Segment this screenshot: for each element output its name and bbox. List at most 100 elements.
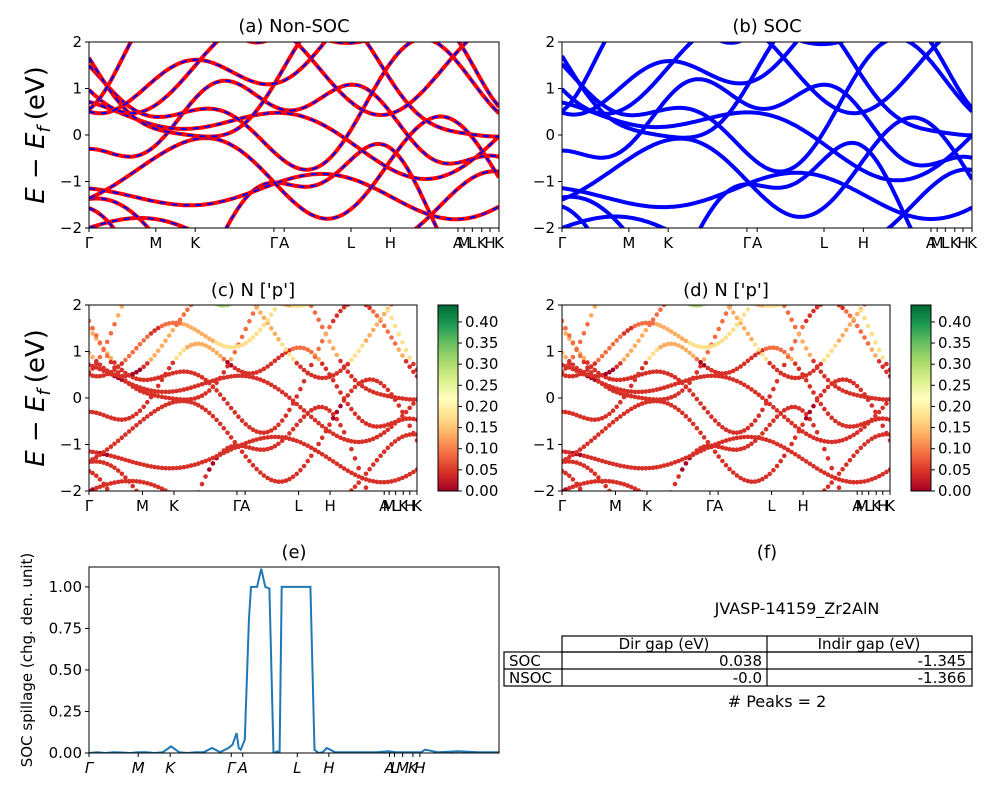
projection-point (188, 385, 194, 391)
projection-point (599, 381, 605, 387)
projection-point (884, 416, 889, 422)
projection-point (283, 392, 289, 398)
projection-point (115, 479, 121, 485)
projection-point (585, 322, 590, 327)
projection-point (166, 333, 172, 338)
projection-point (720, 338, 725, 343)
projection-point (130, 459, 135, 465)
projection-point (396, 436, 402, 442)
projection-point (309, 453, 314, 459)
projection-point (625, 388, 630, 394)
projection-point (585, 454, 590, 460)
projection-point (155, 389, 161, 394)
projection-point (268, 361, 274, 367)
projection-point (577, 339, 583, 345)
projection-point (152, 483, 157, 488)
projection-point (352, 384, 358, 390)
projection-point (247, 424, 252, 430)
projection-point (170, 327, 176, 333)
projection-point (203, 407, 208, 413)
projection-point (141, 386, 146, 392)
projection-point (829, 480, 834, 485)
projection-point (312, 417, 318, 423)
projection-point (155, 484, 161, 490)
projection-point (279, 342, 285, 347)
projection-point (803, 431, 809, 437)
projection-point (345, 438, 351, 443)
projection-point (192, 401, 197, 406)
projection-point (323, 332, 329, 337)
projection-point (152, 353, 157, 358)
projection-point (268, 382, 274, 388)
projection-point (104, 339, 110, 345)
projection-point (760, 431, 765, 436)
projection-point (228, 374, 234, 379)
projection-point (778, 458, 783, 464)
projection-point (760, 352, 765, 357)
projection-point (614, 364, 619, 370)
projection-point (137, 419, 143, 425)
projection-point (574, 412, 579, 418)
projection-point (669, 383, 674, 388)
projection-point (192, 396, 197, 401)
projection-point (610, 479, 616, 485)
projection-point (177, 321, 183, 326)
xtick-label: K (494, 234, 505, 252)
projection-point (687, 454, 692, 459)
colorbar-tick-label: 0.30 (938, 355, 971, 373)
projection-point (316, 404, 321, 410)
projection-point (680, 410, 685, 416)
projection-point (862, 305, 867, 307)
projection-point (661, 305, 667, 308)
projection-point (665, 384, 670, 389)
projection-point (563, 325, 568, 331)
xtick-label: L (390, 759, 398, 777)
projection-point (254, 305, 259, 311)
projection-point (694, 370, 700, 375)
xtick-label: L (865, 497, 874, 515)
projection-point (236, 373, 241, 379)
projection-point (570, 411, 576, 417)
projection-point (174, 396, 179, 402)
projection-point (389, 442, 394, 447)
projection-point (396, 403, 402, 408)
projection-point (796, 332, 802, 337)
projection-point (822, 388, 827, 394)
colorbar-tick-label: 0.10 (938, 440, 971, 458)
projection-point (203, 343, 208, 348)
projection-point (840, 437, 845, 443)
projection-point (581, 463, 587, 468)
projection-point (385, 329, 391, 334)
projection-point (392, 421, 398, 426)
projection-point (119, 435, 125, 441)
projection-point (778, 347, 783, 353)
projection-point (254, 466, 259, 472)
projection-point (807, 433, 813, 439)
projection-point (800, 374, 805, 380)
projection-point (778, 305, 783, 307)
projection-point (378, 479, 383, 485)
projection-point (665, 341, 670, 347)
projection-point (767, 401, 772, 407)
xtick-label: K (190, 234, 201, 252)
projection-point (847, 391, 853, 396)
projection-point (628, 393, 634, 399)
projection-point (327, 429, 332, 434)
projection-point (825, 384, 831, 390)
projection-point (367, 478, 372, 483)
projection-point (625, 353, 630, 358)
projection-point (625, 409, 630, 414)
projection-point (115, 364, 121, 370)
projection-point (647, 465, 652, 471)
projection-point (727, 437, 732, 442)
projection-point (112, 322, 117, 327)
projection-point (625, 483, 630, 488)
xtick-label: K (663, 234, 674, 252)
projection-point (367, 333, 372, 338)
projection-point (738, 475, 743, 481)
projection-point (745, 443, 751, 449)
projection-point (738, 364, 743, 369)
projection-point (381, 383, 387, 389)
projection-point (97, 373, 103, 379)
projection-point (687, 380, 692, 386)
